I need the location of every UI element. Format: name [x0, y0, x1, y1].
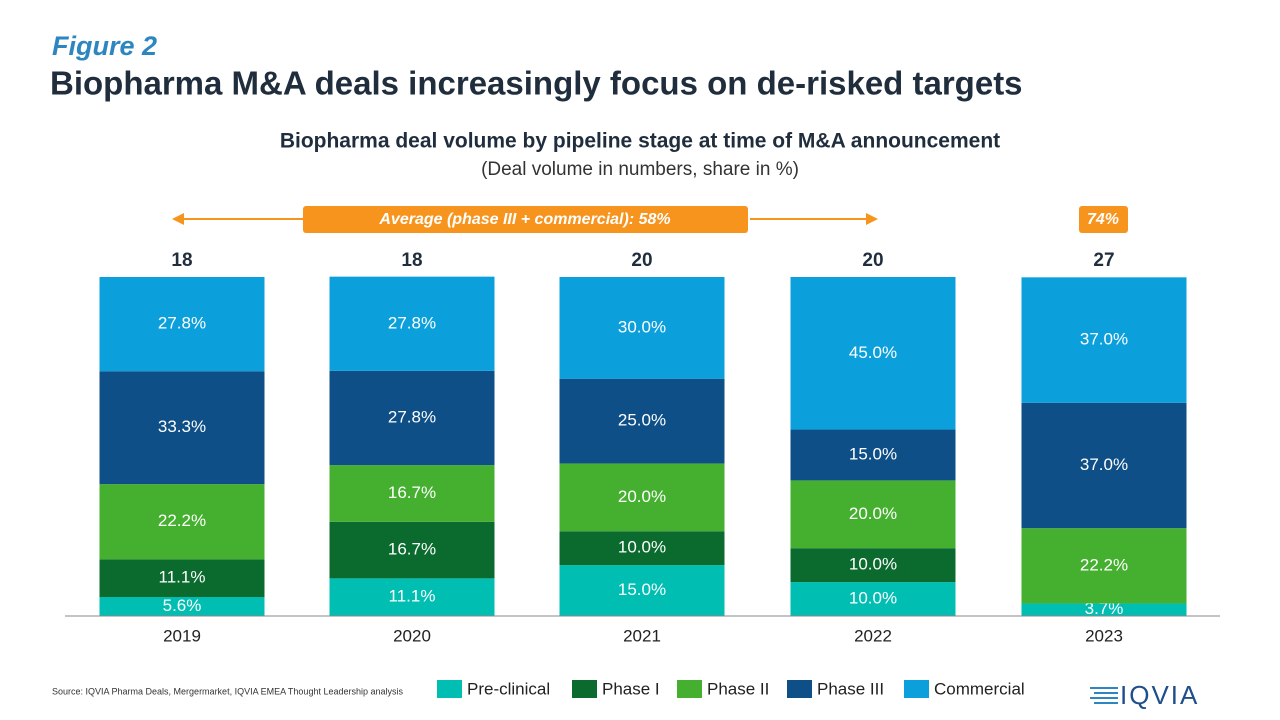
value-label: 15.0% — [849, 444, 897, 463]
bar-segment — [99, 597, 265, 616]
bar-segment — [790, 480, 956, 549]
x-tick-label: 2022 — [854, 626, 892, 645]
total-label: 18 — [171, 250, 192, 271]
value-label: 10.0% — [849, 555, 897, 574]
legend-swatch — [787, 680, 812, 698]
bar-segment — [1021, 277, 1187, 403]
total-label: 20 — [862, 250, 883, 271]
value-label: 16.7% — [388, 483, 436, 502]
total-label: 27 — [1093, 250, 1114, 271]
legend-label: Phase I — [602, 679, 660, 698]
chart-title: Biopharma deal volume by pipeline stage … — [280, 130, 1000, 153]
arrow-head — [172, 213, 184, 225]
bar-segment — [99, 277, 265, 372]
bar-segment — [329, 465, 495, 522]
annotation-box — [1079, 206, 1128, 233]
x-tick-label: 2023 — [1085, 626, 1123, 645]
bar-segment — [99, 371, 265, 485]
bar-segment — [559, 463, 725, 532]
headline: Biopharma M&A deals increasingly focus o… — [50, 65, 1023, 102]
legend-label: Phase II — [707, 679, 769, 698]
legend-label: Pre-clinical — [467, 679, 550, 698]
x-tick-label: 2020 — [393, 626, 431, 645]
total-label: 20 — [631, 250, 652, 271]
value-label: 27.8% — [158, 314, 206, 333]
value-label: 45.0% — [849, 343, 897, 362]
value-label: 25.0% — [618, 411, 666, 430]
bar-segment — [790, 429, 956, 481]
figure-label: Figure 2 — [52, 31, 157, 61]
value-label: 15.0% — [618, 580, 666, 599]
bar-segment — [559, 277, 725, 379]
value-label: 27.8% — [388, 313, 436, 332]
total-label: 18 — [401, 250, 422, 271]
arrow-head — [866, 213, 878, 225]
annotation: Average (phase III + commercial): 58% — [378, 211, 670, 228]
x-tick-label: 2019 — [163, 626, 201, 645]
value-label: 33.3% — [158, 417, 206, 436]
bar-segment — [329, 370, 495, 466]
logo-lines — [1090, 687, 1118, 704]
bar-segment — [1021, 402, 1187, 529]
source-note: Source: IQVIA Pharma Deals, Mergermarket… — [52, 686, 404, 696]
bar-segment — [559, 378, 725, 464]
value-label: 10.0% — [849, 589, 897, 608]
value-label: 20.0% — [849, 504, 897, 523]
bar-segment — [1021, 528, 1187, 604]
x-tick-label: 2021 — [623, 626, 661, 645]
bar-segment — [329, 521, 495, 579]
legend-label: Phase III — [817, 679, 884, 698]
value-label: 27.8% — [388, 408, 436, 427]
value-label: 37.0% — [1080, 330, 1128, 349]
bar-segment — [99, 484, 265, 560]
value-label: 3.7% — [1085, 599, 1124, 618]
bar-segment — [559, 531, 725, 566]
bar-segment — [790, 548, 956, 583]
bar-segment — [790, 582, 956, 616]
bar-segment — [559, 565, 725, 616]
legend-swatch — [437, 680, 462, 698]
value-label: 11.1% — [389, 587, 436, 606]
annotation-box — [303, 206, 748, 233]
value-label: 22.2% — [158, 511, 206, 530]
value-label: 22.2% — [1080, 555, 1128, 574]
value-label: 11.1% — [159, 568, 206, 587]
legend-swatch — [904, 680, 929, 698]
logo: IQVIA — [1120, 680, 1199, 710]
chart-subtitle: (Deal volume in numbers, share in %) — [481, 159, 799, 180]
bar-segment — [329, 578, 495, 616]
value-label: 30.0% — [618, 317, 666, 336]
legend-swatch — [677, 680, 702, 698]
value-label: 16.7% — [388, 540, 436, 559]
bar-segment — [329, 276, 495, 371]
bar-segment — [99, 559, 265, 598]
value-label: 37.0% — [1080, 455, 1128, 474]
legend-swatch — [572, 680, 597, 698]
bar-segment — [1021, 603, 1187, 616]
value-label: 5.6% — [163, 596, 202, 615]
value-label: 10.0% — [618, 538, 666, 557]
legend-label: Commercial — [934, 679, 1025, 698]
annotation: 74% — [1087, 211, 1119, 228]
bar-segment — [790, 277, 956, 430]
value-label: 20.0% — [618, 487, 666, 506]
